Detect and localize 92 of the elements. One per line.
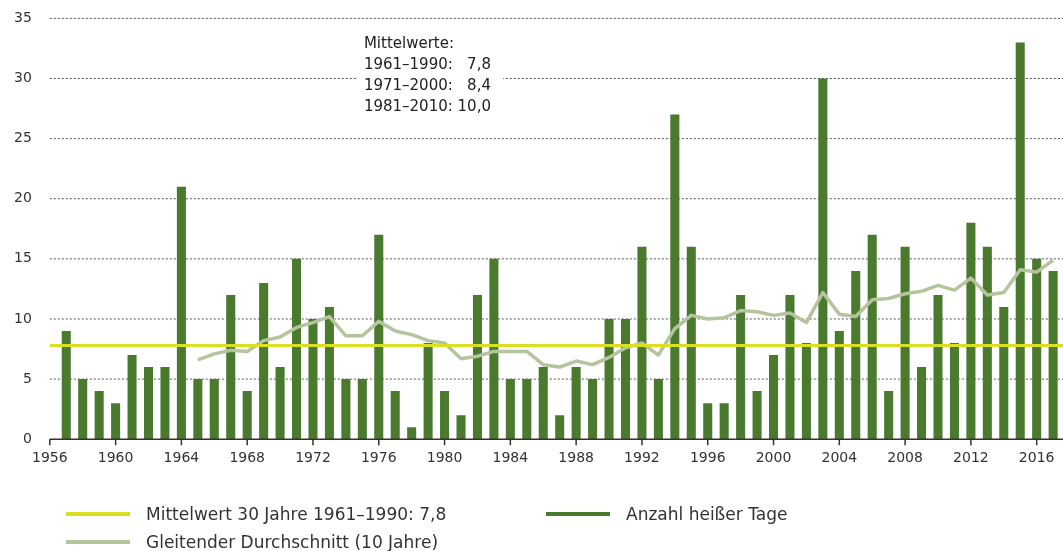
bar	[538, 367, 548, 440]
bar	[242, 391, 252, 440]
bar	[982, 246, 992, 440]
bar	[357, 379, 367, 440]
bar	[555, 415, 565, 440]
bar	[127, 355, 137, 440]
bar	[143, 367, 154, 440]
x-tick-label: 1964	[163, 449, 200, 466]
bar	[193, 379, 203, 440]
bar	[259, 282, 269, 440]
bar	[341, 379, 351, 440]
bar	[752, 391, 762, 440]
x-tick-label: 2012	[953, 449, 989, 466]
bar	[61, 330, 71, 440]
y-tick-label: 10	[13, 309, 32, 326]
x-tick-label: 1956	[31, 449, 68, 466]
bar	[176, 186, 186, 440]
x-tick-label: 2016	[1018, 449, 1055, 466]
x-tick-label: 1972	[295, 449, 331, 466]
annotation: Mittelwerte:	[363, 34, 455, 53]
legend-label: Mittelwert 30 Jahre 1961–1990: 7,8	[146, 504, 447, 524]
bar	[78, 379, 88, 440]
bar	[703, 403, 713, 440]
legend-label: Gleitender Durchschnitt (10 Jahre)	[146, 532, 439, 551]
bar	[456, 415, 466, 440]
bar	[94, 391, 104, 440]
bar	[440, 391, 450, 440]
x-tick-label: 2008	[887, 449, 923, 466]
bar	[324, 306, 334, 440]
x-tick-label: 1976	[360, 449, 397, 466]
y-tick-label: 25	[13, 129, 32, 146]
x-tick-label: 2004	[821, 449, 858, 466]
bar	[209, 379, 219, 440]
bar	[292, 258, 302, 440]
bar	[1015, 42, 1025, 440]
bar	[423, 343, 433, 440]
bar	[571, 367, 581, 440]
y-tick-label: 30	[13, 69, 32, 86]
bar	[949, 343, 959, 440]
bar	[604, 318, 614, 440]
bar	[588, 379, 598, 440]
bar	[801, 343, 811, 440]
bar	[308, 318, 318, 440]
annotation: 1981–2010: 10,0	[363, 97, 491, 116]
bar	[390, 391, 400, 440]
y-tick-label: 5	[22, 369, 32, 386]
bar	[933, 294, 943, 440]
bar	[966, 222, 976, 440]
bar	[226, 294, 236, 440]
y-tick-label: 20	[13, 189, 32, 206]
x-tick-label: 1996	[689, 449, 726, 466]
x-tick-label: 1968	[229, 449, 266, 466]
bar	[785, 294, 795, 440]
bar	[834, 330, 844, 440]
bar	[505, 379, 515, 440]
bar	[111, 403, 121, 440]
x-tick-label: 1960	[97, 449, 134, 466]
legend-label: Anzahl heißer Tage	[626, 504, 788, 524]
x-tick-label: 1988	[558, 449, 594, 466]
bar	[917, 367, 927, 440]
x-tick-label: 1992	[624, 449, 660, 466]
bar	[407, 427, 417, 440]
x-tick-label: 1980	[426, 449, 463, 466]
x-tick-label: 1984	[492, 449, 529, 466]
x-tick-label: 2000	[755, 449, 792, 466]
bar	[653, 379, 663, 440]
bar	[275, 367, 285, 440]
bar	[620, 318, 631, 440]
bar	[670, 114, 680, 440]
bar	[719, 403, 729, 440]
bar	[1048, 270, 1058, 440]
bar	[818, 78, 828, 440]
annotation: 1961–1990: 7,8	[363, 55, 491, 74]
bar	[884, 391, 894, 440]
bar	[736, 294, 746, 440]
bar	[851, 270, 861, 440]
y-tick-label: 15	[13, 249, 32, 266]
y-tick-label: 35	[13, 9, 32, 26]
bar	[489, 258, 499, 440]
bar	[160, 367, 170, 440]
annotation: 1971–2000: 8,4	[363, 76, 491, 95]
bar	[900, 246, 910, 440]
bar	[522, 379, 532, 440]
y-tick-label: 0	[22, 429, 32, 446]
bar	[472, 294, 482, 440]
bar	[637, 246, 647, 440]
bar	[867, 234, 877, 440]
bar	[999, 306, 1009, 440]
bar	[686, 246, 696, 440]
bar	[769, 355, 779, 440]
bar	[374, 234, 384, 440]
bar	[1032, 258, 1042, 440]
